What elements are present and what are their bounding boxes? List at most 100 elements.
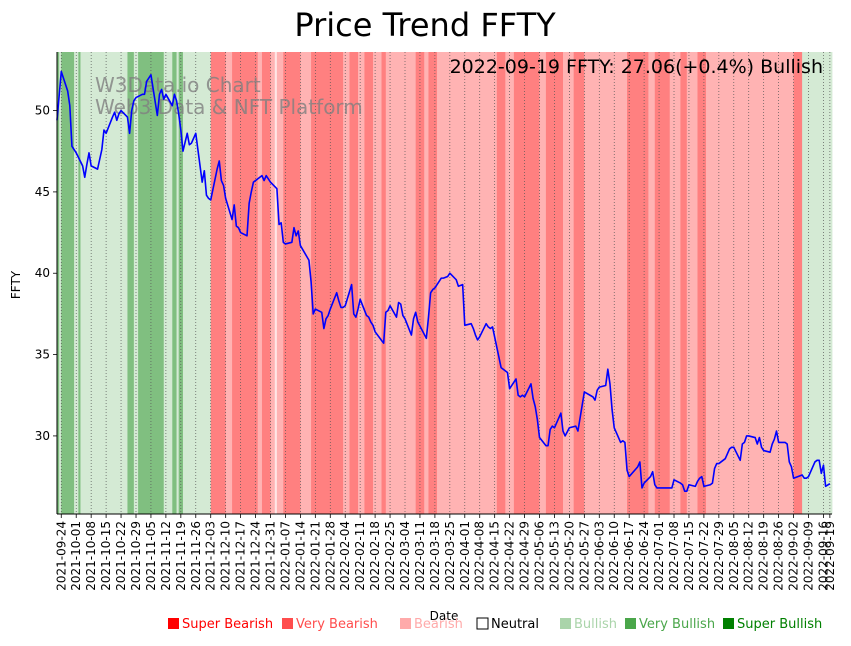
x-tick-label: 2022-03-11 <box>413 521 427 591</box>
band-very-bearish <box>232 52 259 514</box>
x-tick-label: 2021-09-24 <box>54 521 68 591</box>
x-tick-label: 2022-08-05 <box>727 521 741 591</box>
band-bullish <box>182 52 212 514</box>
x-tick-label: 2022-06-17 <box>622 521 636 591</box>
legend-swatch <box>723 618 734 629</box>
x-tick-label: 2022-08-26 <box>772 521 786 591</box>
band-very-bearish <box>496 52 506 514</box>
x-tick-label: 2022-06-10 <box>607 521 621 591</box>
band-very-bearish <box>210 52 227 514</box>
band-neutral <box>274 52 278 514</box>
band-bearish <box>437 52 498 514</box>
band-bearish <box>300 52 312 514</box>
band-bearish <box>385 52 417 514</box>
band-very-bullish <box>78 52 81 514</box>
band-bearish <box>562 52 575 514</box>
x-tick-label: 2022-06-03 <box>592 521 606 591</box>
x-tick-label: 2022-05-27 <box>577 521 591 591</box>
y-axis-ticks: 30 35 40 45 50 <box>35 104 57 443</box>
x-tick-label: 2022-07-22 <box>697 521 711 591</box>
legend-label: Bearish <box>414 617 463 632</box>
band-bearish <box>372 52 382 514</box>
band-bearish <box>257 52 263 514</box>
x-tick-label: 2022-03-04 <box>398 521 412 591</box>
legend-swatch <box>168 618 179 629</box>
background-bands <box>57 52 833 514</box>
band-very-bearish <box>349 52 359 514</box>
band-bullish <box>80 52 128 514</box>
x-tick-label: 2022-07-15 <box>682 521 696 591</box>
x-tick-label: 2022-02-11 <box>353 521 367 591</box>
x-tick-label: 2021-10-22 <box>114 521 128 591</box>
band-bearish <box>343 52 350 514</box>
x-tick-label: 2021-12-31 <box>263 521 277 591</box>
x-tick-label: 2022-03-25 <box>443 521 457 591</box>
x-tick-label: 2021-10-01 <box>69 521 83 591</box>
band-bearish <box>276 52 284 514</box>
x-tick-label: 2022-07-08 <box>667 521 681 591</box>
band-very-bullish <box>61 52 75 514</box>
band-bearish <box>539 52 547 514</box>
x-tick-label: 2022-05-13 <box>547 521 561 591</box>
legend-swatch <box>560 618 571 629</box>
band-very-bearish <box>697 52 707 514</box>
band-bearish <box>648 52 656 514</box>
x-tick-label: 2022-07-01 <box>652 521 666 591</box>
x-tick-label: 2022-09-16 <box>816 521 830 591</box>
band-very-bullish <box>127 52 135 514</box>
x-tick-label: 2022-01-21 <box>308 521 322 591</box>
legend: Super Bearish Very Bearish Bearish Neutral B… <box>168 617 822 632</box>
x-axis-ticks: 2021-09-24 2021-10-01 2021-10-08 2021-10-15… <box>54 514 837 591</box>
band-very-bearish <box>654 52 671 514</box>
band-bearish <box>358 52 365 514</box>
x-tick-label: 2021-11-05 <box>144 521 158 591</box>
legend-swatch <box>476 617 489 630</box>
legend-label: Bullish <box>574 617 617 632</box>
watermark-line-2: Web3 Data & NFT Platform <box>95 95 363 119</box>
x-tick-label: 2022-02-18 <box>368 521 382 591</box>
x-tick-label: 2021-12-10 <box>219 521 233 591</box>
band-bearish <box>225 52 233 514</box>
band-very-bearish <box>513 52 540 514</box>
x-tick-label: 2021-11-26 <box>189 521 203 591</box>
x-axis-label: Date <box>430 609 459 623</box>
x-tick-label: 2022-09-02 <box>787 521 801 591</box>
x-tick-label: 2022-01-28 <box>323 521 337 591</box>
x-tick-label: 2022-02-04 <box>338 521 352 591</box>
y-axis-label: FFTY <box>9 270 23 299</box>
band-bearish <box>424 52 429 514</box>
x-tick-label: 2021-10-08 <box>84 521 98 591</box>
band-very-bearish <box>261 52 271 514</box>
y-tick-label: 40 <box>35 266 50 280</box>
band-very-bearish <box>381 52 387 514</box>
band-bullish <box>176 52 180 514</box>
x-tick-label: 2021-10-29 <box>129 521 143 591</box>
band-very-bearish <box>793 52 803 514</box>
x-tick-label: 2022-02-25 <box>383 521 397 591</box>
band-very-bearish <box>680 52 688 514</box>
watermark-line-1: W3Data.io Chart <box>95 73 261 97</box>
x-tick-label: 2022-06-24 <box>637 521 651 591</box>
x-tick-label: 2022-04-15 <box>488 521 502 591</box>
x-tick-label: 2021-10-15 <box>99 521 113 591</box>
x-tick-label: 2022-08-12 <box>742 521 756 591</box>
band-bearish <box>584 52 628 514</box>
price-line-ffty <box>56 70 831 493</box>
band-bullish <box>163 52 173 514</box>
legend-swatch <box>625 618 636 629</box>
y-tick-label: 30 <box>35 429 50 443</box>
x-tick-label: 2021-11-12 <box>159 521 173 591</box>
x-tick-label: 2022-04-08 <box>473 521 487 591</box>
band-bearish <box>686 52 698 514</box>
x-tick-label: 2021-11-19 <box>174 521 188 591</box>
x-tick-label: 2021-12-24 <box>249 521 263 591</box>
x-tick-label: 2022-01-07 <box>278 521 292 591</box>
x-tick-label: 2022-01-14 <box>293 521 307 591</box>
band-very-bearish <box>283 52 301 514</box>
legend-swatch <box>400 618 411 629</box>
x-tick-label: 2022-03-18 <box>428 521 442 591</box>
band-bearish <box>270 52 276 514</box>
x-tick-label: 2022-08-19 <box>757 521 771 591</box>
legend-swatch <box>282 618 293 629</box>
